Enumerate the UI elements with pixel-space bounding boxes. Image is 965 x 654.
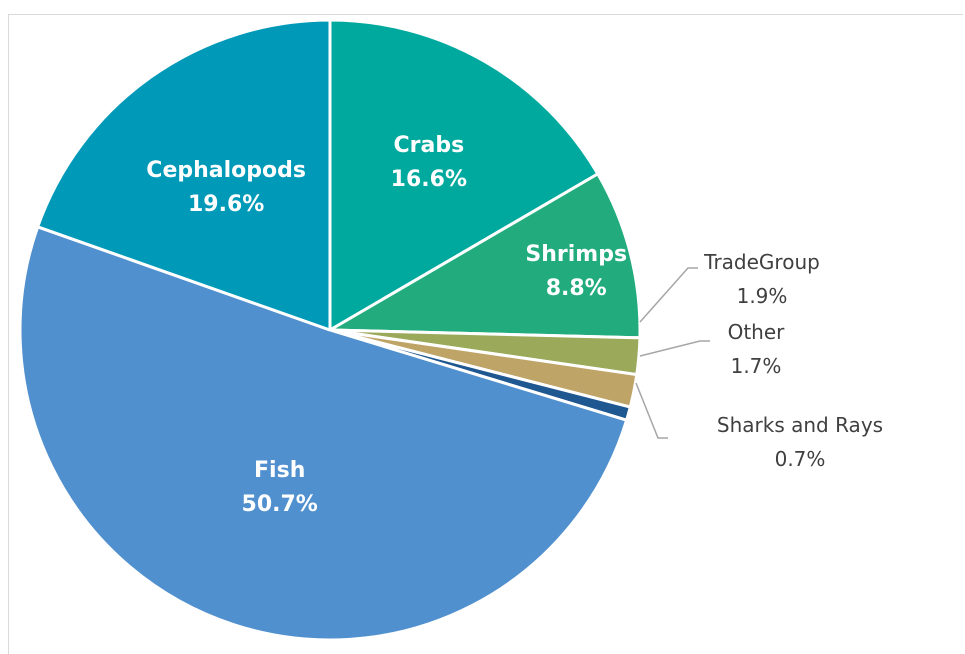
slice-label-other: Other <box>728 320 786 344</box>
slice-value-other: 1.7% <box>731 354 782 378</box>
slice-value-cephalopods: 19.6% <box>188 192 264 217</box>
pie-slice-cephalopods <box>36 18 332 332</box>
slice-value-sharks-and-rays: 0.7% <box>775 447 826 471</box>
slice-label-tradegroup: TradeGroup <box>703 250 820 274</box>
chart-frame <box>8 14 963 654</box>
slice-value-tradegroup: 1.9% <box>737 284 788 308</box>
slice-label-fish: Fish <box>254 458 305 483</box>
slice-label-shrimps: Shrimps <box>525 242 627 267</box>
slice-label-crabs: Crabs <box>393 133 464 158</box>
slice-value-shrimps: 8.8% <box>546 276 607 301</box>
pie-slice-fish <box>18 225 629 642</box>
leader-line-sharks-and-rays <box>635 382 668 439</box>
slice-value-fish: 50.7% <box>242 492 318 517</box>
slice-value-crabs: 16.6% <box>391 167 467 192</box>
slice-label-sharks-and-rays: Sharks and Rays <box>717 413 883 437</box>
leader-line-other <box>639 340 710 357</box>
slice-label-cephalopods: Cephalopods <box>146 158 306 183</box>
pie-slice-shrimps <box>328 172 642 340</box>
leader-line-tradegroup <box>639 267 698 323</box>
pie-slice-crabs <box>328 18 600 332</box>
